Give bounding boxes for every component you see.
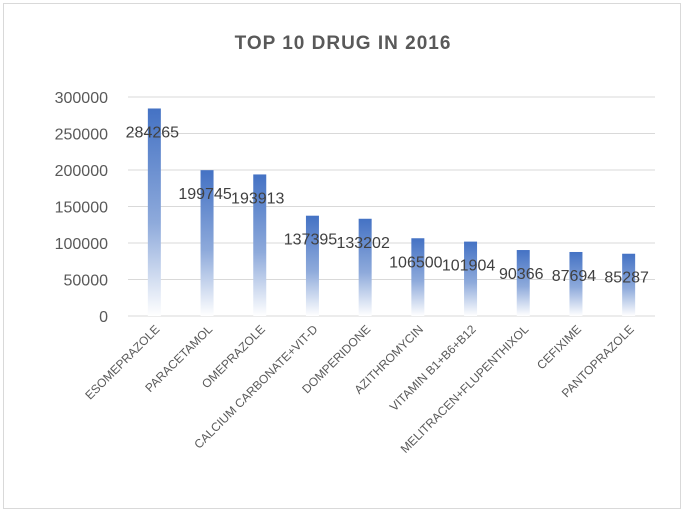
y-tick-label: 50000 [64,273,109,290]
data-label: 193913 [231,190,284,207]
bar [622,253,636,316]
bar [358,218,372,316]
bar [253,174,267,316]
data-label: 133202 [336,235,389,252]
bar [200,170,214,316]
data-label: 101904 [442,258,495,275]
y-tick-label: 150000 [55,200,108,217]
bar [516,250,530,316]
data-label: 85287 [604,270,649,287]
bar [147,108,161,317]
bar [569,251,583,316]
bar [305,215,319,316]
bar [464,241,478,316]
y-tick-label: 300000 [55,90,108,107]
data-label: 284265 [126,124,179,141]
data-label: 87694 [552,268,597,285]
y-tick-label: 200000 [55,163,108,180]
x-tick-label: VITAMIN B1+B6+B12 [387,322,479,414]
chart-frame [3,3,681,509]
y-tick-label: 250000 [55,127,108,144]
bar [411,238,425,316]
y-tick-label: 100000 [55,236,108,253]
x-tick-label: CEFIXIME [534,322,584,372]
data-label: 90366 [499,266,544,283]
chart-title: TOP 10 DRUG IN 2016 [234,33,452,54]
y-tick-label: 0 [99,309,108,326]
data-label: 137395 [284,232,337,249]
data-label: 199745 [178,186,231,203]
data-label: 106500 [389,254,442,271]
